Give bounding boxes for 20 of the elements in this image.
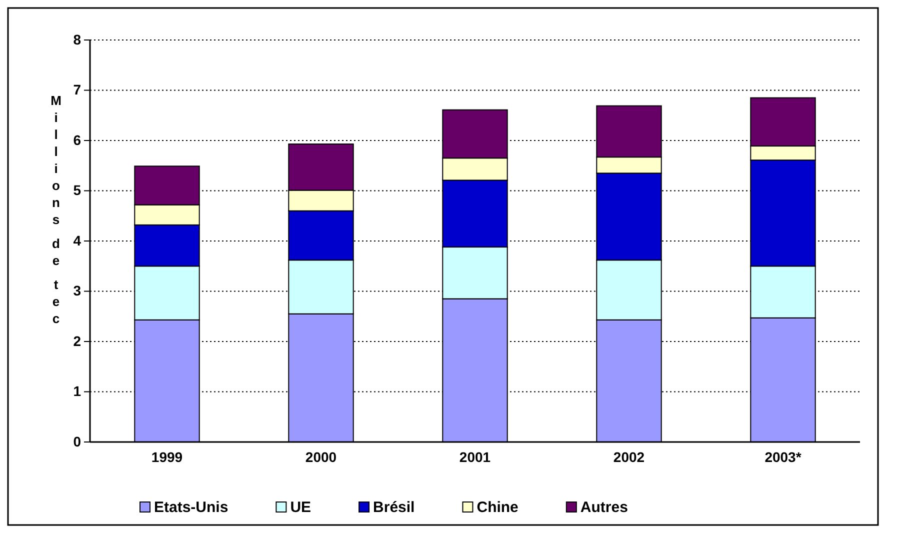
y-tick-label: 0 (73, 433, 82, 450)
legend-label: Chine (476, 499, 518, 516)
legend-label: Autres (580, 499, 628, 516)
y-tick-label: 3 (73, 282, 82, 299)
y-tick-label: 6 (73, 132, 82, 148)
y-tick-label: 5 (73, 182, 82, 198)
legend-label: Etats-Unis (154, 499, 228, 516)
y-tick-label: 8 (73, 31, 82, 48)
x-tick-label: 2003* (764, 448, 802, 465)
legend-label: UE (290, 499, 312, 516)
y-tick-label: 7 (73, 82, 82, 98)
legend-label: Brésil (373, 499, 415, 516)
x-tick-label: 2002 (613, 448, 645, 465)
y-tick-label: 2 (73, 332, 82, 349)
text: Millions de tec (50, 93, 62, 326)
x-tick-label: 1999 (151, 448, 183, 465)
y-tick-label: 1 (73, 383, 82, 400)
y-tick-label: 4 (73, 232, 82, 248)
x-tick-label: 2000 (305, 448, 337, 465)
x-tick-label: 2001 (459, 448, 491, 465)
